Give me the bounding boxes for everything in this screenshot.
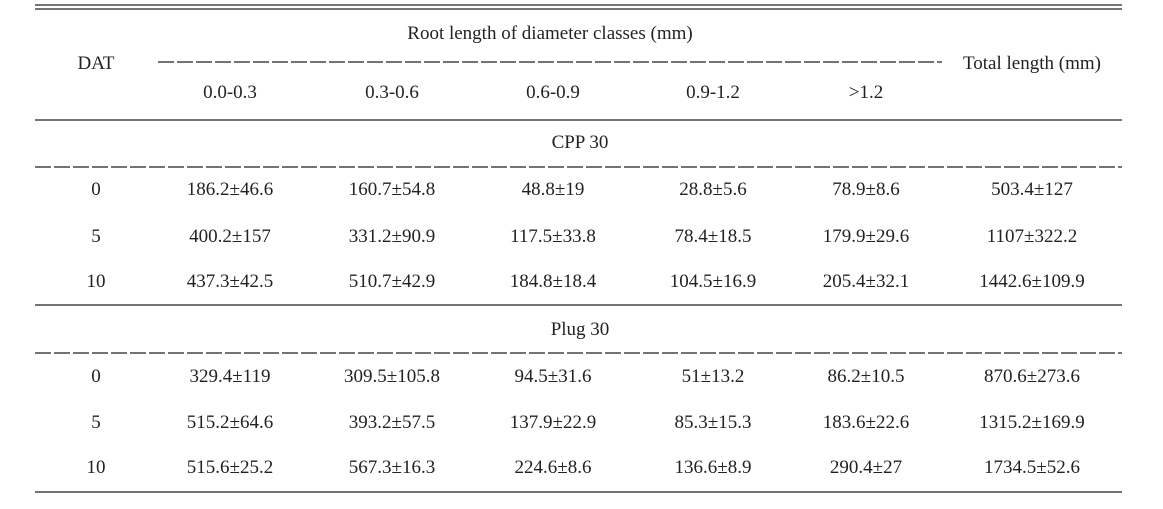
cell: 184.8±18.4 (509, 271, 597, 292)
cell: 870.6±273.6 (984, 366, 1080, 387)
section-title: CPP 30 (551, 132, 609, 153)
cell: 28.8±5.6 (679, 179, 747, 200)
cell: 117.5±33.8 (510, 226, 596, 247)
cell: 205.4±32.1 (822, 271, 910, 292)
cell: 1107±322.2 (986, 226, 1078, 247)
cell: 78.9±8.6 (832, 179, 900, 200)
cell: 393.2±57.5 (348, 412, 436, 433)
cell: 183.6±22.6 (822, 412, 910, 433)
cell: 515.6±25.2 (186, 457, 274, 478)
cell: 309.5±105.8 (344, 366, 440, 387)
cell: 179.9±29.6 (822, 226, 910, 247)
cell: 329.4±119 (189, 366, 271, 387)
cell: 78.4±18.5 (674, 226, 752, 247)
cell: 94.5±31.6 (514, 366, 592, 387)
header-class: 0.3-0.6 (365, 82, 419, 103)
cell: 331.2±90.9 (348, 226, 436, 247)
row-dat: 0 (91, 179, 101, 200)
header-class: 0.0-0.3 (203, 82, 257, 103)
cell: 503.4±127 (991, 179, 1073, 200)
header-total: Total length (mm) (963, 53, 1101, 74)
cell: 1315.2±169.9 (979, 412, 1085, 433)
header-class: 0.9-1.2 (686, 82, 740, 103)
cell: 137.9±22.9 (509, 412, 597, 433)
row-dat: 5 (91, 226, 101, 247)
cell: 515.2±64.6 (186, 412, 274, 433)
cell: 86.2±10.5 (827, 366, 905, 387)
row-dat: 10 (86, 271, 106, 292)
cell: 1442.6±109.9 (979, 271, 1085, 292)
cell: 85.3±15.3 (674, 412, 752, 433)
cell: 48.8±19 (521, 179, 585, 200)
cell: 224.6±8.6 (514, 457, 592, 478)
row-dat: 0 (91, 366, 101, 387)
cell: 186.2±46.6 (186, 179, 274, 200)
cell: 290.4±27 (829, 457, 903, 478)
cell: 567.3±16.3 (348, 457, 436, 478)
header-dat: DAT (77, 53, 115, 74)
cell: 160.7±54.8 (348, 179, 436, 200)
cell: 1734.5±52.6 (984, 457, 1080, 478)
row-dat: 10 (86, 457, 106, 478)
header-class: 0.6-0.9 (526, 82, 580, 103)
cell: 400.2±157 (189, 226, 271, 247)
row-dat: 5 (91, 412, 101, 433)
cell: 510.7±42.9 (348, 271, 436, 292)
header-group: Root length of diameter classes (mm) (407, 23, 693, 44)
cell: 104.5±16.9 (669, 271, 757, 292)
section-title: Plug 30 (550, 319, 610, 340)
cell: 437.3±42.5 (186, 271, 274, 292)
cell: 51±13.2 (681, 366, 745, 387)
header-class: >1.2 (848, 82, 884, 103)
cell: 136.6±8.9 (674, 457, 752, 478)
